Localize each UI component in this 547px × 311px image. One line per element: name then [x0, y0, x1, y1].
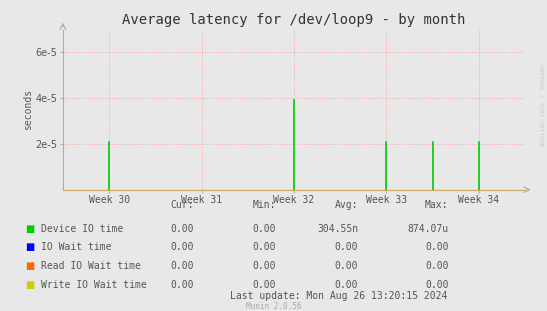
Text: Read IO Wait time: Read IO Wait time	[41, 261, 141, 271]
Text: 0.00: 0.00	[171, 224, 194, 234]
Y-axis label: seconds: seconds	[22, 89, 33, 130]
Text: Munin 2.0.56: Munin 2.0.56	[246, 302, 301, 311]
Text: Cur:: Cur:	[171, 200, 194, 210]
Text: 0.00: 0.00	[425, 242, 449, 252]
Text: 0.00: 0.00	[171, 242, 194, 252]
Text: 874.07u: 874.07u	[408, 224, 449, 234]
Text: 0.00: 0.00	[335, 242, 358, 252]
Text: Last update: Mon Aug 26 13:20:15 2024: Last update: Mon Aug 26 13:20:15 2024	[230, 291, 448, 301]
Text: 0.00: 0.00	[171, 261, 194, 271]
Text: 0.00: 0.00	[425, 261, 449, 271]
Text: 0.00: 0.00	[253, 224, 276, 234]
Text: ■: ■	[26, 261, 34, 271]
Text: Avg:: Avg:	[335, 200, 358, 210]
Text: 304.55n: 304.55n	[317, 224, 358, 234]
Text: Device IO time: Device IO time	[41, 224, 123, 234]
Text: 0.00: 0.00	[425, 280, 449, 290]
Text: ■: ■	[26, 280, 34, 290]
Text: ■: ■	[26, 224, 34, 234]
Text: IO Wait time: IO Wait time	[41, 242, 112, 252]
Text: ■: ■	[26, 242, 34, 252]
Text: 0.00: 0.00	[253, 280, 276, 290]
Text: RRDTOOL / TOBI OETIKER: RRDTOOL / TOBI OETIKER	[538, 64, 543, 147]
Text: Max:: Max:	[425, 200, 449, 210]
Text: 0.00: 0.00	[335, 261, 358, 271]
Title: Average latency for /dev/loop9 - by month: Average latency for /dev/loop9 - by mont…	[123, 13, 465, 27]
Text: 0.00: 0.00	[335, 280, 358, 290]
Text: 0.00: 0.00	[253, 242, 276, 252]
Text: Min:: Min:	[253, 200, 276, 210]
Text: Write IO Wait time: Write IO Wait time	[41, 280, 147, 290]
Text: 0.00: 0.00	[171, 280, 194, 290]
Text: 0.00: 0.00	[253, 261, 276, 271]
